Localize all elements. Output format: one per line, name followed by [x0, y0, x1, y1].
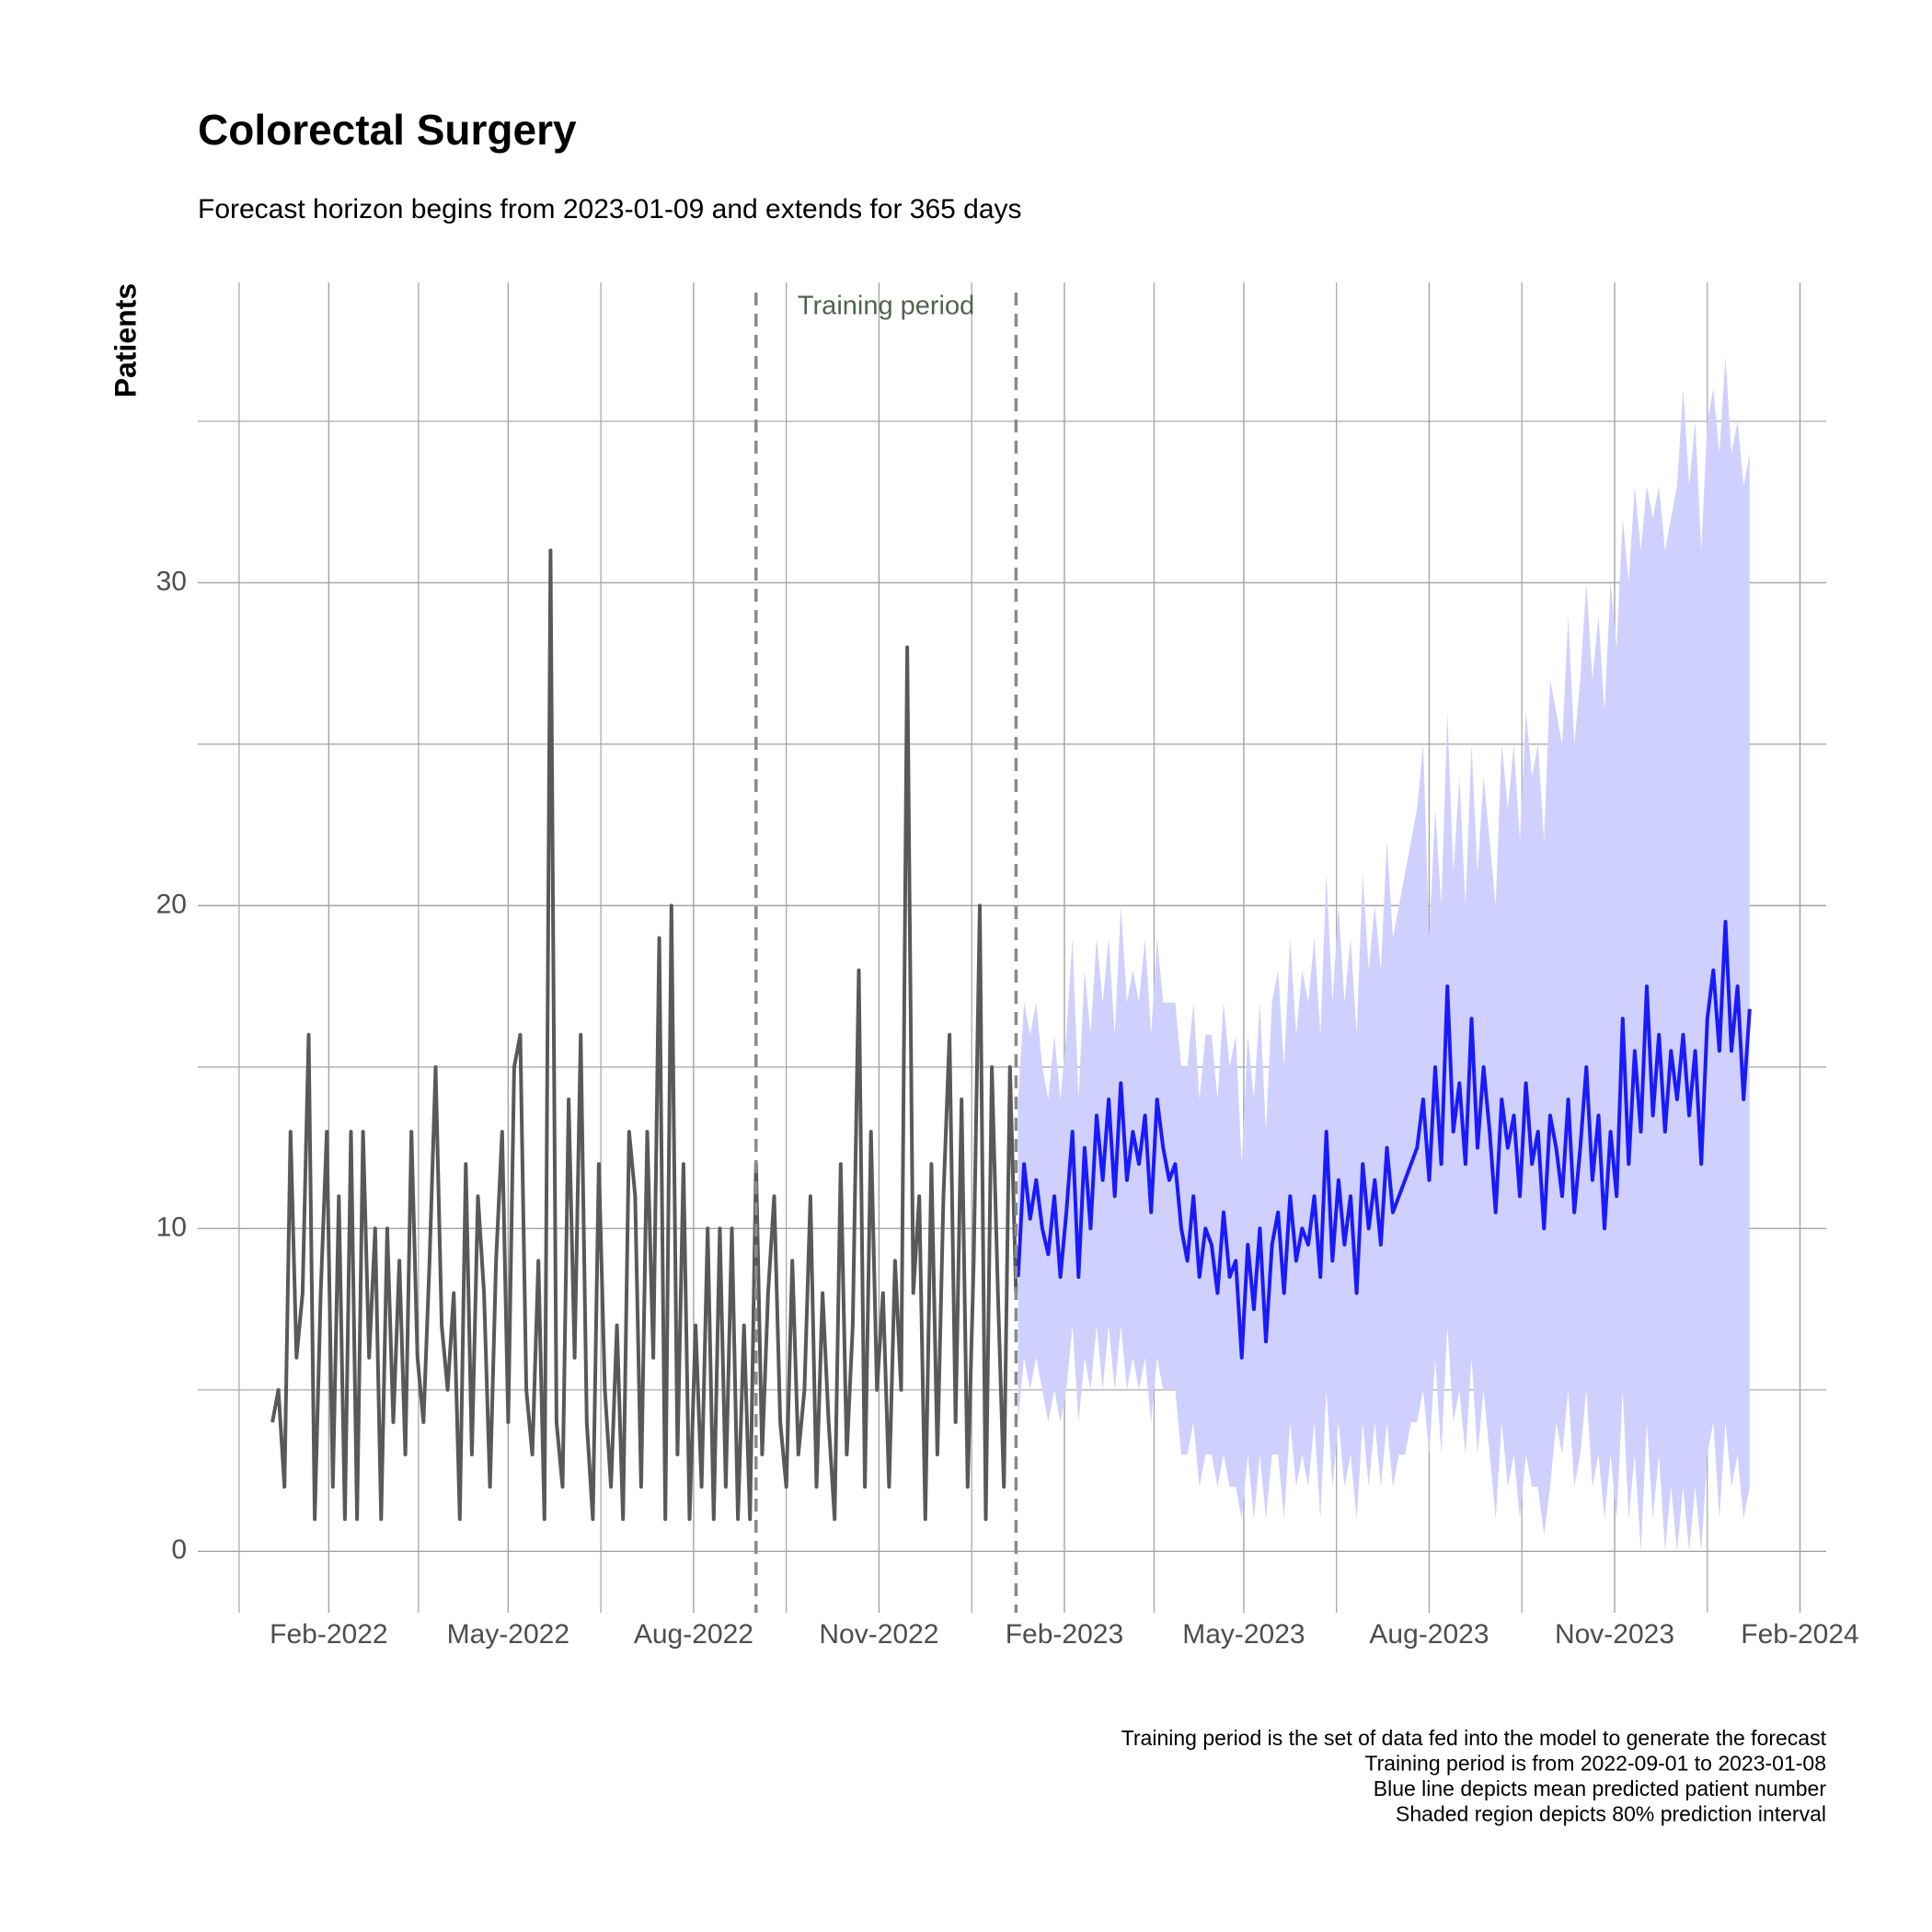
y-tick-label: 30	[156, 566, 187, 596]
caption-line: Blue line depicts mean predicted patient…	[1374, 1777, 1827, 1800]
y-tick-label: 10	[156, 1212, 187, 1242]
caption-line: Training period is the set of data fed i…	[1121, 1726, 1827, 1750]
x-tick-label: Aug-2022	[634, 1619, 753, 1650]
x-tick-label: Nov-2023	[1555, 1619, 1674, 1650]
series-line	[270, 548, 1018, 1522]
chart-subtitle: Forecast horizon begins from 2023-01-09 …	[198, 194, 1022, 224]
y-tick-label: 0	[171, 1535, 187, 1565]
caption-line: Training period is from 2022-09-01 to 20…	[1364, 1752, 1826, 1776]
x-tick-label: Aug-2023	[1369, 1619, 1489, 1650]
y-tick-label: 20	[156, 889, 187, 919]
x-tick-label: May-2022	[447, 1619, 569, 1650]
x-tick-label: May-2023	[1182, 1619, 1305, 1650]
x-tick-label: Feb-2023	[1006, 1619, 1123, 1650]
y-axis-label: Patients	[109, 283, 142, 397]
x-tick-label: Feb-2024	[1741, 1619, 1858, 1650]
chart-title: Colorectal Surgery	[198, 106, 577, 154]
series-line	[1016, 919, 1752, 1360]
x-tick-label: Nov-2022	[819, 1619, 938, 1650]
x-tick-label: Feb-2022	[270, 1619, 387, 1650]
caption-line: Shaded region depicts 80% prediction int…	[1396, 1802, 1826, 1826]
annotation: Training period	[798, 292, 974, 321]
